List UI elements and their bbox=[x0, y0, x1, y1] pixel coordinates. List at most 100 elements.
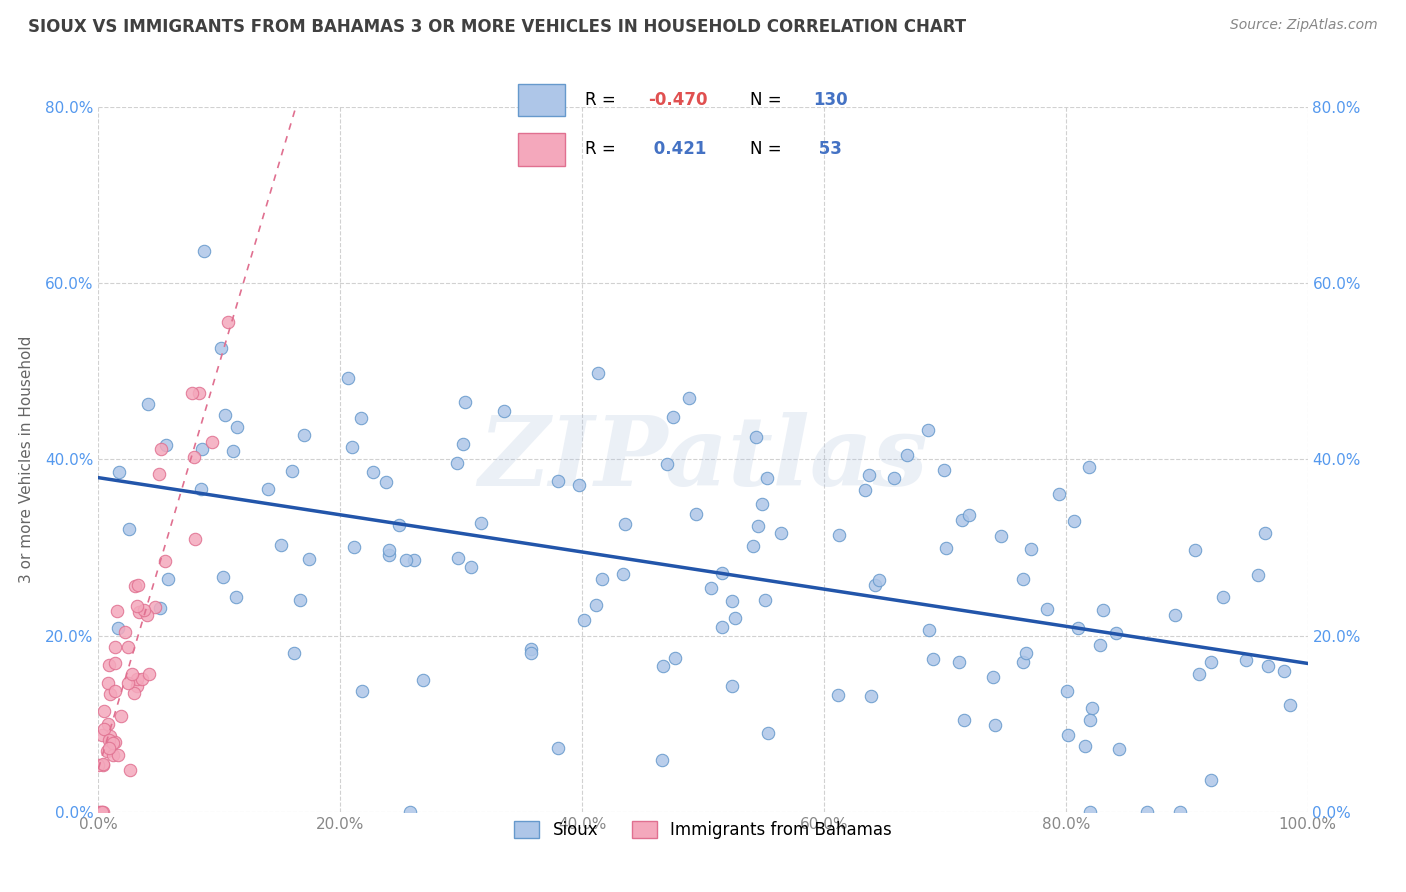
Point bbox=[612, 567, 634, 582]
Point bbox=[588, 366, 610, 380]
Point bbox=[91, 805, 114, 819]
FancyBboxPatch shape bbox=[517, 134, 565, 166]
Point bbox=[1011, 573, 1033, 587]
Point bbox=[1047, 487, 1070, 501]
Point bbox=[769, 525, 792, 540]
Point bbox=[395, 552, 418, 566]
Text: Source: ZipAtlas.com: Source: ZipAtlas.com bbox=[1230, 18, 1378, 32]
Point bbox=[117, 675, 139, 690]
Point bbox=[883, 471, 905, 485]
Point bbox=[98, 657, 121, 672]
Point bbox=[91, 758, 114, 772]
Point bbox=[107, 621, 129, 635]
Point bbox=[188, 385, 211, 400]
Point bbox=[1234, 652, 1257, 666]
Point bbox=[128, 605, 150, 619]
Point bbox=[281, 463, 304, 477]
Point bbox=[1278, 698, 1301, 712]
Point bbox=[828, 528, 851, 542]
Point bbox=[124, 686, 146, 700]
Point bbox=[340, 441, 363, 455]
Point bbox=[124, 579, 146, 593]
Point bbox=[1253, 525, 1275, 540]
Point bbox=[751, 497, 773, 511]
Point bbox=[492, 403, 515, 417]
Point bbox=[150, 442, 173, 456]
Point bbox=[853, 483, 876, 497]
Point bbox=[896, 448, 918, 462]
Point bbox=[104, 640, 127, 654]
Point bbox=[148, 467, 170, 481]
Point bbox=[118, 522, 141, 536]
Point bbox=[1066, 621, 1088, 635]
Point bbox=[193, 244, 215, 258]
Point bbox=[932, 463, 955, 477]
Point bbox=[1257, 659, 1279, 673]
Point bbox=[1108, 742, 1130, 756]
Point bbox=[921, 652, 943, 666]
Point bbox=[288, 593, 311, 607]
Point bbox=[212, 570, 235, 584]
Point bbox=[547, 741, 569, 756]
Point bbox=[700, 581, 723, 595]
Point bbox=[93, 723, 115, 737]
Point bbox=[652, 659, 675, 673]
Point bbox=[104, 683, 127, 698]
Point bbox=[404, 552, 426, 566]
Point bbox=[1201, 655, 1223, 669]
Point bbox=[1012, 656, 1035, 670]
Point bbox=[132, 603, 155, 617]
Point bbox=[547, 474, 569, 488]
Point bbox=[591, 572, 613, 586]
Point bbox=[125, 672, 148, 686]
Point bbox=[1019, 541, 1042, 556]
Point bbox=[1136, 805, 1159, 819]
Point bbox=[143, 600, 166, 615]
Point bbox=[1078, 805, 1101, 819]
Point bbox=[1077, 460, 1099, 475]
Point bbox=[120, 764, 142, 778]
Point bbox=[343, 540, 366, 554]
Point bbox=[138, 667, 160, 681]
Text: N =: N = bbox=[751, 91, 787, 109]
Point bbox=[990, 529, 1012, 543]
Point bbox=[121, 666, 143, 681]
Point bbox=[125, 679, 148, 693]
Point bbox=[378, 543, 401, 558]
Point bbox=[721, 679, 744, 693]
Point bbox=[918, 623, 941, 637]
Point bbox=[685, 507, 707, 521]
Point bbox=[451, 437, 474, 451]
Point bbox=[337, 371, 360, 385]
Point bbox=[585, 599, 607, 613]
Point bbox=[1088, 638, 1111, 652]
Point bbox=[107, 465, 129, 479]
Point bbox=[191, 442, 214, 457]
Point bbox=[741, 539, 763, 553]
Point bbox=[868, 573, 890, 587]
Point bbox=[298, 552, 321, 566]
Point bbox=[721, 593, 744, 607]
Text: R =: R = bbox=[585, 91, 621, 109]
Point bbox=[350, 683, 373, 698]
Point bbox=[756, 725, 779, 739]
Point bbox=[470, 516, 492, 531]
Point bbox=[1080, 701, 1102, 715]
Point bbox=[225, 420, 247, 434]
Text: SIOUX VS IMMIGRANTS FROM BAHAMAS 3 OR MORE VEHICLES IN HOUSEHOLD CORRELATION CHA: SIOUX VS IMMIGRANTS FROM BAHAMAS 3 OR MO… bbox=[28, 18, 966, 36]
Point bbox=[957, 508, 980, 523]
Point bbox=[863, 578, 886, 592]
Point bbox=[155, 438, 177, 452]
Point bbox=[568, 478, 591, 492]
Point bbox=[257, 483, 280, 497]
Point bbox=[1199, 772, 1222, 787]
Point bbox=[97, 732, 120, 747]
Point bbox=[136, 607, 159, 622]
Text: 130: 130 bbox=[813, 91, 848, 109]
Point bbox=[1274, 664, 1296, 678]
Text: N =: N = bbox=[751, 141, 787, 159]
Point bbox=[950, 513, 973, 527]
Point bbox=[1104, 625, 1126, 640]
Point bbox=[447, 551, 470, 566]
Point bbox=[756, 471, 779, 485]
